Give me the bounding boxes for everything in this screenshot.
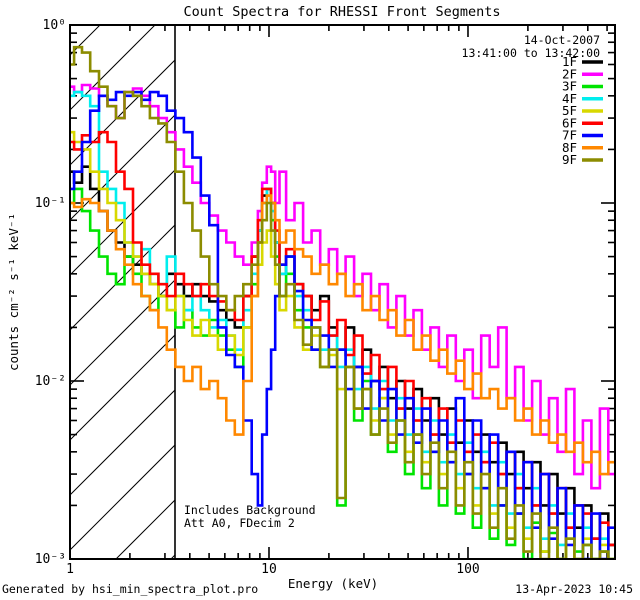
legend-label-5F: 5F <box>562 103 577 118</box>
plot-frame <box>69 24 616 560</box>
legend-item-7F: 7F <box>562 128 603 143</box>
observation-date: 14-Oct-2007 <box>524 33 600 47</box>
series-8F <box>70 194 615 476</box>
legend-label-8F: 8F <box>562 140 577 155</box>
annotation-attenuator: Att A0, FDecim 2 <box>184 516 295 530</box>
legend-label-7F: 7F <box>562 128 577 143</box>
legend-item-6F: 6F <box>562 115 603 130</box>
hatch-line <box>70 334 175 441</box>
footer-render-timestamp: 13-Apr-2023 10:45 <box>515 582 633 596</box>
hatch-line <box>70 224 175 331</box>
hatch-line <box>115 499 175 559</box>
y-tick-label-1e-2: 10⁻² <box>35 374 66 389</box>
x-tick-label-1: 1 <box>66 562 74 577</box>
observation-time-range: 13:41:00 to 13:42:00 <box>462 46 601 60</box>
legend-label-3F: 3F <box>562 79 577 94</box>
chart-title: Count Spectra for RHESSI Front Segments <box>184 4 501 20</box>
legend-label-4F: 4F <box>562 91 577 106</box>
x-axis-label: Energy (keV) <box>288 576 378 591</box>
hatch-line <box>70 389 175 496</box>
legend-label-9F: 9F <box>562 152 577 167</box>
hatch-line <box>70 114 175 221</box>
legend-item-9F: 9F <box>562 152 603 167</box>
series-7F <box>70 90 615 559</box>
hatch-line <box>70 279 175 386</box>
x-tick-label-10: 10 <box>261 562 277 577</box>
footer-generated-by: Generated by hsi_min_spectra_plot.pro <box>2 582 258 596</box>
y-axis-label: counts cm⁻² s⁻¹ keV⁻¹ <box>6 213 21 371</box>
hatch-line <box>70 444 175 551</box>
hatch-line <box>70 25 156 111</box>
legend-item-4F: 4F <box>562 91 603 106</box>
y-tick-label-1e0: 10⁰ <box>43 18 66 33</box>
legend-item-8F: 8F <box>562 140 603 155</box>
series-9F <box>70 45 615 559</box>
legend-label-2F: 2F <box>562 66 577 81</box>
hatch-line <box>70 25 101 56</box>
x-tick-label-100: 100 <box>456 562 479 577</box>
hatch-line <box>70 169 175 276</box>
annotation-includes-background: Includes Background <box>184 503 316 517</box>
legend-item-1F: 1F <box>562 54 603 69</box>
legend-item-3F: 3F <box>562 79 603 94</box>
legend-label-1F: 1F <box>562 54 577 69</box>
legend-label-6F: 6F <box>562 115 577 130</box>
legend-item-5F: 5F <box>562 103 603 118</box>
series-2F <box>70 83 615 490</box>
y-tick-label-1e-3: 10⁻³ <box>35 552 66 567</box>
y-tick-label-1e-1: 10⁻¹ <box>35 196 66 211</box>
spectra-series-group <box>70 45 615 559</box>
legend-item-2F: 2F <box>562 66 603 81</box>
